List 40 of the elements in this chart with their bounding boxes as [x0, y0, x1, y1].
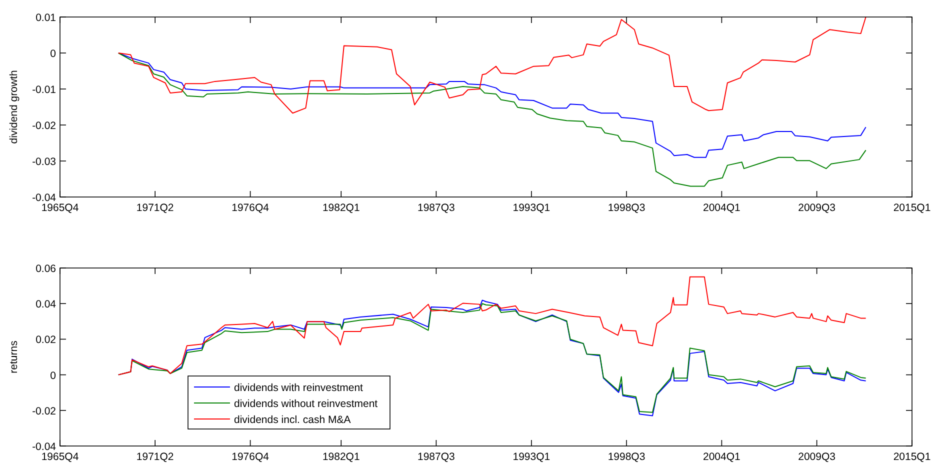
line-series [118, 52, 866, 187]
x-tick-label: 2004Q1 [703, 451, 741, 463]
y-tick-label: 0 [50, 370, 56, 382]
x-tick-label: 2015Q1 [893, 202, 931, 214]
x-tick-label: 2015Q1 [893, 451, 931, 463]
x-tick-label: 1993Q1 [512, 451, 550, 463]
x-tick-label: 1982Q1 [322, 202, 360, 214]
legend-label: dividends with reinvestment [234, 382, 364, 394]
x-tick-label: 1998Q3 [608, 202, 646, 214]
x-tick-label: 1987Q3 [418, 451, 456, 463]
line-series [118, 276, 866, 376]
y-tick-label: 0.06 [36, 263, 56, 275]
y-axis-title: returns [8, 340, 20, 374]
y-tick-label: -0.04 [32, 192, 56, 204]
x-tick-label: 2009Q3 [798, 202, 836, 214]
x-tick-label: 1982Q1 [322, 451, 360, 463]
x-tick-label: 1998Q3 [608, 451, 646, 463]
x-tick-label: 1971Q2 [136, 202, 174, 214]
x-tick-label: 1987Q3 [418, 202, 456, 214]
y-tick-label: 0.02 [36, 334, 56, 346]
y-tick-label: 0.04 [36, 298, 56, 311]
x-tick-label: 1993Q1 [512, 202, 550, 214]
x-tick-label: 2009Q3 [798, 451, 836, 463]
y-tick-label: 0 [50, 48, 56, 60]
y-tick-label: -0.04 [32, 441, 56, 453]
legend-label: dividends incl. cash M&A [234, 414, 351, 426]
y-tick-label: -0.01 [32, 84, 56, 96]
y-tick-label: -0.03 [32, 156, 56, 168]
y-tick-label: -0.02 [32, 120, 56, 132]
y-tick-label: -0.02 [32, 405, 56, 418]
legend-label: dividends without reinvestment [234, 398, 378, 410]
x-tick-label: 1965Q4 [41, 451, 79, 463]
y-tick-label: 0.01 [36, 12, 56, 24]
x-tick-label: 1976Q4 [232, 451, 270, 463]
x-tick-label: 1971Q2 [136, 451, 174, 463]
y-axis-title: dividend growth [8, 70, 20, 144]
x-tick-label: 1965Q4 [41, 202, 79, 214]
x-tick-label: 1976Q4 [232, 202, 270, 214]
x-tick-label: 2004Q1 [703, 202, 741, 214]
line-series [118, 16, 866, 114]
